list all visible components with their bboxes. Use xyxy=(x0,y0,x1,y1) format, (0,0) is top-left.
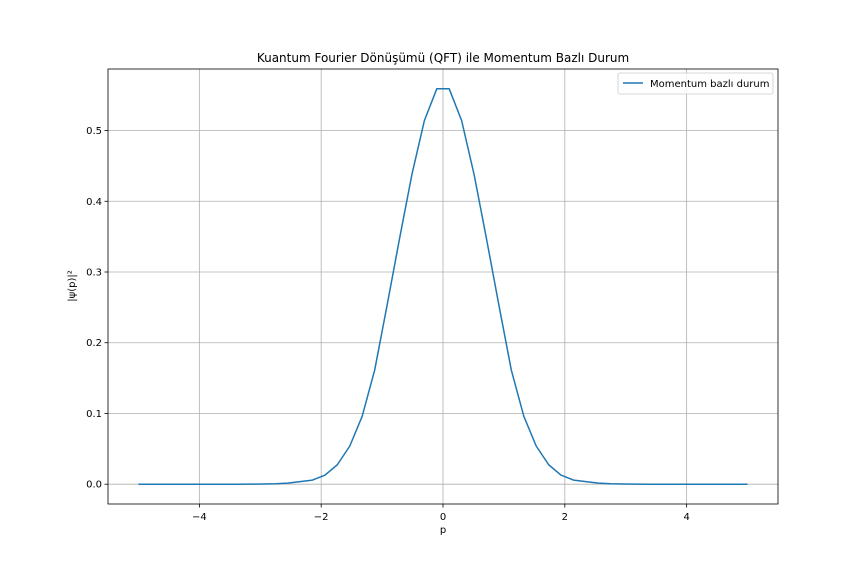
y-tick-label: 0.5 xyxy=(86,126,102,137)
legend-label: Momentum bazlı durum xyxy=(650,79,770,90)
tick-layer: −4 −2 0 2 4 0.0 0.1 0.2 0.3 0.4 0.5 xyxy=(86,126,690,523)
chart-title: Kuantum Fourier Dönüşümü (QFT) ile Momen… xyxy=(257,51,629,65)
y-tick-label: 0.3 xyxy=(86,268,102,279)
legend: Momentum bazlı durum xyxy=(617,72,774,95)
grid-layer xyxy=(108,69,778,504)
series-layer xyxy=(138,88,748,485)
x-tick-label: −2 xyxy=(314,512,329,523)
x-tick-label: 0 xyxy=(440,512,446,523)
x-axis-label: p xyxy=(440,525,446,536)
series-line-momentum xyxy=(138,88,748,485)
y-tick-label: 0.1 xyxy=(86,409,102,420)
x-tick-label: −4 xyxy=(192,512,207,523)
x-tick-label: 2 xyxy=(562,512,568,523)
y-tick-label: 0.4 xyxy=(86,197,102,208)
y-tick-label: 0.0 xyxy=(86,480,102,491)
y-axis-label: |ψ(p)|² xyxy=(67,270,78,302)
legend-box xyxy=(617,72,774,95)
x-tick-label: 4 xyxy=(683,512,689,523)
y-tick-label: 0.2 xyxy=(86,338,102,349)
